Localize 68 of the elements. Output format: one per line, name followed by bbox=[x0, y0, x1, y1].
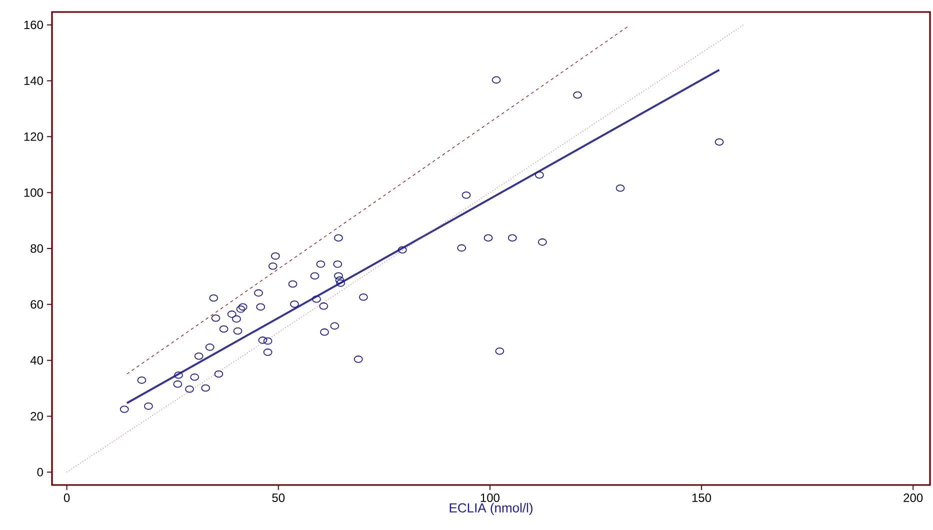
point bbox=[462, 191, 471, 199]
point bbox=[288, 280, 298, 288]
point bbox=[535, 171, 544, 179]
point bbox=[330, 322, 340, 330]
point bbox=[270, 252, 280, 260]
point bbox=[336, 280, 346, 287]
point bbox=[334, 272, 343, 280]
point bbox=[484, 234, 493, 242]
point bbox=[508, 234, 517, 242]
point bbox=[714, 138, 724, 146]
point bbox=[263, 337, 272, 345]
point bbox=[120, 406, 129, 413]
point bbox=[174, 371, 183, 379]
point bbox=[616, 184, 625, 192]
point bbox=[358, 293, 368, 301]
y-tick-label: 80 bbox=[30, 244, 44, 253]
point bbox=[201, 384, 210, 392]
point bbox=[209, 294, 218, 302]
point bbox=[457, 244, 466, 252]
y-tick-label: 120 bbox=[24, 132, 44, 141]
point bbox=[398, 246, 407, 254]
point bbox=[335, 276, 344, 284]
point bbox=[233, 327, 242, 335]
point bbox=[312, 295, 321, 303]
point bbox=[219, 325, 228, 333]
point bbox=[236, 306, 246, 313]
point bbox=[254, 289, 263, 297]
point bbox=[268, 262, 278, 270]
point bbox=[194, 352, 204, 360]
point bbox=[232, 315, 241, 323]
y-tick-label: 160 bbox=[24, 20, 44, 30]
point bbox=[290, 300, 299, 308]
y-tick-label: 60 bbox=[30, 300, 44, 309]
point bbox=[256, 303, 266, 311]
point bbox=[334, 234, 343, 242]
point bbox=[190, 373, 200, 381]
point bbox=[238, 303, 248, 311]
point bbox=[316, 260, 326, 268]
point bbox=[492, 76, 501, 84]
x-tick-label: 150 bbox=[692, 494, 712, 502]
point bbox=[214, 370, 224, 378]
point bbox=[310, 272, 320, 280]
point bbox=[320, 328, 329, 336]
point bbox=[354, 356, 363, 363]
point bbox=[205, 344, 214, 351]
x-tick-label: 50 bbox=[272, 494, 285, 502]
y-tick-label: 20 bbox=[30, 412, 44, 420]
point bbox=[333, 260, 342, 268]
y-tick-label: 40 bbox=[30, 356, 44, 365]
point bbox=[263, 348, 272, 356]
x-tick-label: 200 bbox=[904, 494, 923, 502]
point bbox=[538, 238, 547, 246]
point bbox=[144, 402, 153, 410]
point bbox=[185, 385, 194, 393]
point bbox=[137, 376, 146, 384]
point bbox=[227, 310, 236, 318]
y-tick-label: 140 bbox=[24, 76, 44, 86]
x-axis-title: ECLIA (nmol/l) bbox=[450, 502, 532, 516]
y-tick-label: 100 bbox=[24, 188, 44, 197]
point bbox=[211, 314, 220, 322]
y-tick-label: 0 bbox=[37, 468, 44, 476]
point bbox=[258, 336, 268, 344]
x-tick-label: 100 bbox=[480, 494, 500, 502]
point bbox=[319, 302, 328, 310]
point bbox=[173, 380, 182, 388]
point bbox=[573, 91, 582, 99]
x-tick-label: 0 bbox=[64, 494, 70, 502]
point bbox=[495, 347, 504, 355]
